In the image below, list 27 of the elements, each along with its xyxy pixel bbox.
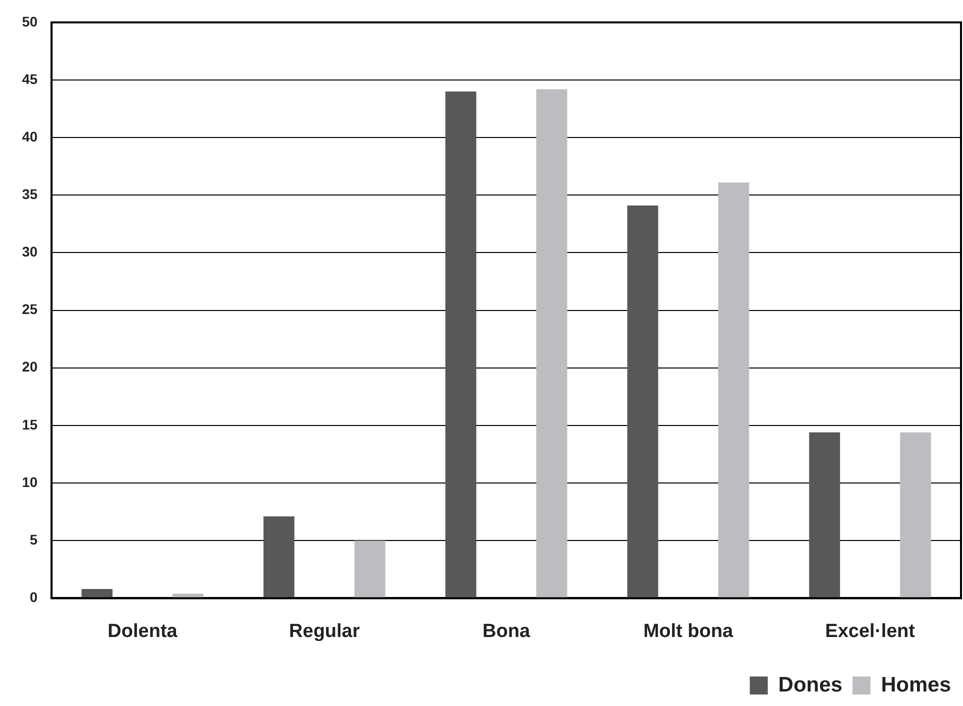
bar bbox=[354, 540, 386, 598]
y-tick-label: 40 bbox=[22, 128, 38, 144]
bar bbox=[445, 91, 476, 598]
y-tick-label: 50 bbox=[22, 13, 38, 30]
y-tick-label: 25 bbox=[22, 301, 38, 318]
x-tick-label: Regular bbox=[289, 620, 360, 642]
y-tick-label: 0 bbox=[30, 589, 38, 606]
bar bbox=[809, 432, 840, 598]
y-tick-label: 15 bbox=[22, 416, 38, 432]
y-tick-label: 10 bbox=[22, 474, 38, 490]
y-tick-label: 5 bbox=[30, 531, 38, 548]
legend-label: Dones bbox=[778, 673, 842, 696]
x-tick-label: Molt bona bbox=[643, 620, 734, 642]
bar bbox=[718, 182, 750, 598]
bar bbox=[900, 432, 931, 598]
legend-label: Homes bbox=[880, 673, 952, 696]
x-tick-label: Dolenta bbox=[108, 620, 178, 642]
x-tick-label: Excel·lent bbox=[825, 620, 916, 642]
bar bbox=[82, 588, 113, 598]
bar bbox=[627, 206, 658, 598]
y-tick-label: 45 bbox=[22, 70, 38, 87]
bar bbox=[263, 516, 294, 598]
x-tick-label: Bona bbox=[482, 620, 530, 642]
y-tick-label: 20 bbox=[22, 358, 38, 375]
y-tick-label: 30 bbox=[22, 244, 38, 260]
bar bbox=[536, 89, 568, 598]
y-tick-label: 35 bbox=[22, 186, 38, 202]
